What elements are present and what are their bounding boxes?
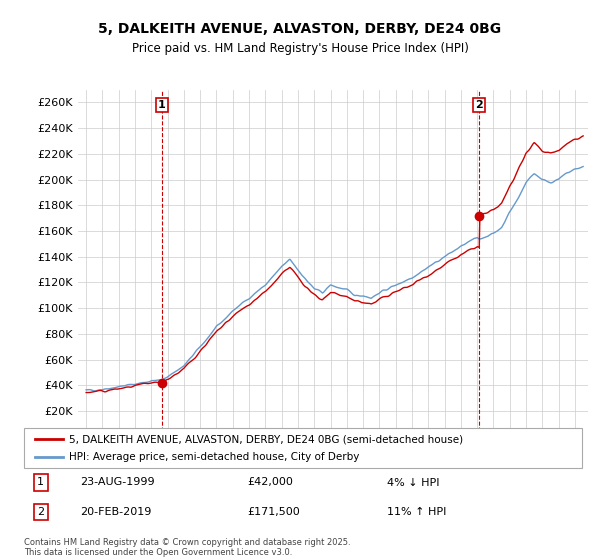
Text: £171,500: £171,500: [247, 507, 300, 517]
Text: 5, DALKEITH AVENUE, ALVASTON, DERBY, DE24 0BG (semi-detached house): 5, DALKEITH AVENUE, ALVASTON, DERBY, DE2…: [68, 435, 463, 445]
Text: Price paid vs. HM Land Registry's House Price Index (HPI): Price paid vs. HM Land Registry's House …: [131, 42, 469, 55]
Text: £42,000: £42,000: [247, 478, 293, 488]
Text: 2: 2: [37, 507, 44, 517]
Text: HPI: Average price, semi-detached house, City of Derby: HPI: Average price, semi-detached house,…: [68, 451, 359, 461]
Text: 23-AUG-1999: 23-AUG-1999: [80, 478, 154, 488]
Text: 1: 1: [37, 478, 44, 488]
Text: 2: 2: [475, 100, 483, 110]
Text: 5, DALKEITH AVENUE, ALVASTON, DERBY, DE24 0BG: 5, DALKEITH AVENUE, ALVASTON, DERBY, DE2…: [98, 22, 502, 36]
Text: 1: 1: [158, 100, 166, 110]
Text: Contains HM Land Registry data © Crown copyright and database right 2025.
This d: Contains HM Land Registry data © Crown c…: [24, 538, 350, 557]
FancyBboxPatch shape: [24, 428, 582, 468]
Text: 11% ↑ HPI: 11% ↑ HPI: [387, 507, 446, 517]
Text: 20-FEB-2019: 20-FEB-2019: [80, 507, 151, 517]
Text: 4% ↓ HPI: 4% ↓ HPI: [387, 478, 439, 488]
